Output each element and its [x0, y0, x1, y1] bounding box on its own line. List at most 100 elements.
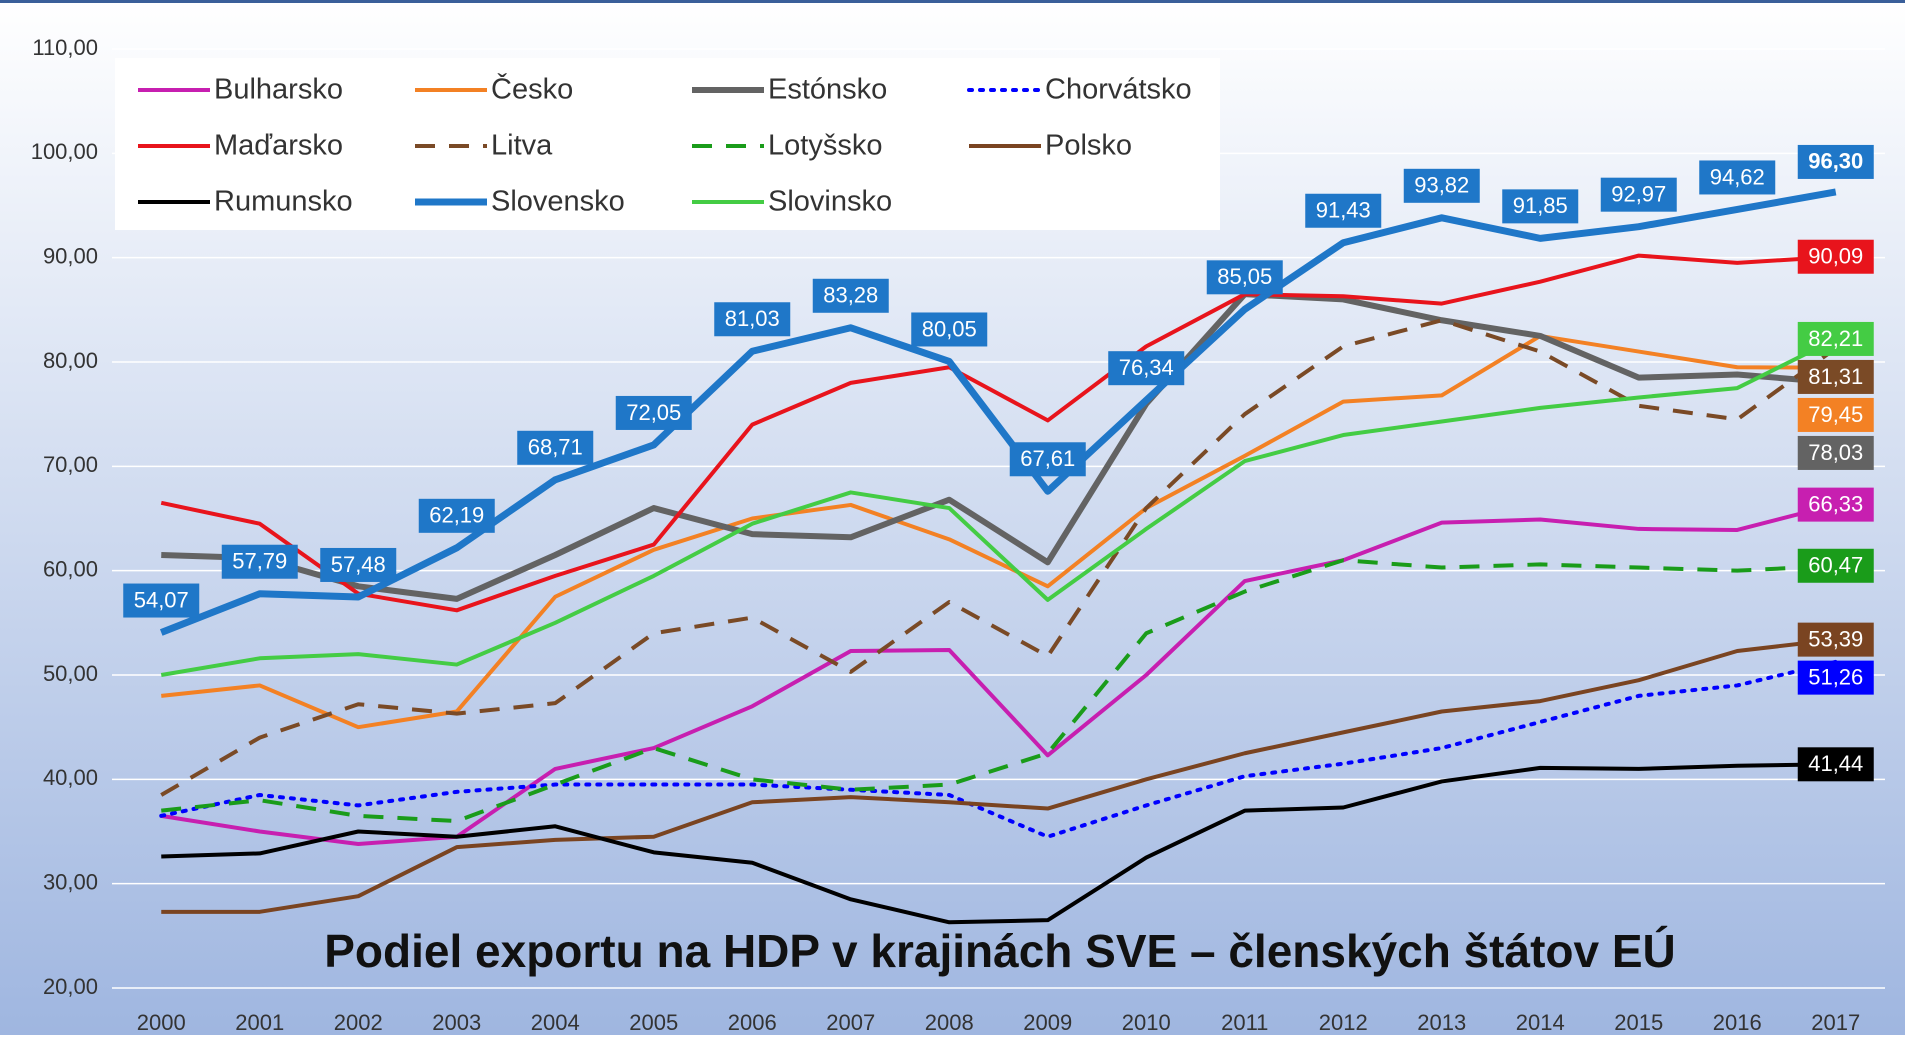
- x-tick-label: 2017: [1811, 1010, 1860, 1035]
- legend-label: Slovinsko: [768, 186, 892, 218]
- y-tick-label: 40,00: [43, 765, 98, 790]
- value-label-box: [1797, 239, 1874, 274]
- series-line: [160, 253, 1836, 613]
- x-tick-label: 2002: [334, 1010, 383, 1035]
- y-tick-label: 30,00: [43, 869, 98, 894]
- x-tick-label: 2007: [826, 1010, 875, 1035]
- x-tick-label: 2009: [1023, 1010, 1072, 1035]
- y-tick-label: 20,00: [43, 974, 98, 999]
- value-label: 79,45: [1808, 402, 1863, 427]
- value-label-box: [1797, 548, 1874, 583]
- x-tick-label: 2008: [925, 1010, 974, 1035]
- value-label-box: [1797, 397, 1874, 432]
- value-label-box: [1797, 747, 1874, 782]
- value-label-box: [320, 547, 397, 582]
- labels: 54,07 57,79 57,48 62,19 68,71 72,05 81,03 83,28…: [123, 144, 1874, 782]
- x-tick-label: 2005: [629, 1010, 678, 1035]
- value-label-box: [1797, 660, 1874, 695]
- value-label: 85,05: [1217, 264, 1272, 289]
- value-label-box: [517, 430, 594, 465]
- value-label: 41,44: [1808, 751, 1863, 776]
- value-label: 53,39: [1808, 626, 1863, 651]
- series-line: [161, 291, 1836, 602]
- value-label: 76,34: [1119, 355, 1174, 380]
- value-label: 91,43: [1316, 198, 1371, 223]
- value-label-box: [1797, 321, 1874, 356]
- value-label-box: [1009, 442, 1086, 477]
- y-tick-label: 60,00: [43, 556, 98, 581]
- value-label: 82,21: [1808, 326, 1863, 351]
- lines: [159, 188, 1838, 925]
- legend-label: Rumunsko: [214, 186, 353, 218]
- legend-label: Polsko: [1045, 130, 1132, 162]
- value-label: 90,09: [1808, 244, 1863, 269]
- y-tick-label: 100,00: [31, 139, 98, 164]
- value-label: 57,48: [331, 552, 386, 577]
- chart-title: Podiel exportu na HDP v krajinách SVE – …: [324, 925, 1676, 977]
- series-line: [159, 188, 1837, 636]
- value-label: 81,31: [1808, 364, 1863, 389]
- value-label-box: [1502, 189, 1579, 224]
- x-tick-label: 2010: [1122, 1010, 1171, 1035]
- value-label-box: [418, 498, 495, 533]
- value-label-box: [1797, 487, 1874, 522]
- value-label-box: [1600, 177, 1677, 212]
- y-tick-label: 80,00: [43, 348, 98, 373]
- series-line: [161, 558, 1836, 824]
- value-label: 57,79: [232, 549, 287, 574]
- value-label: 94,62: [1710, 164, 1765, 189]
- value-label-box: [1797, 144, 1874, 179]
- series-line: [161, 333, 1836, 730]
- value-label-box: [123, 583, 200, 618]
- legend-label: Lotyšsko: [768, 130, 882, 162]
- series-line: [159, 659, 1838, 839]
- value-label-box: [714, 302, 791, 337]
- value-label: 80,05: [922, 316, 977, 341]
- value-label: 83,28: [823, 283, 878, 308]
- value-label-box: [221, 544, 298, 579]
- y-tick-label: 90,00: [43, 243, 98, 268]
- legend-label: Chorvátsko: [1045, 74, 1192, 106]
- value-label: 81,03: [725, 306, 780, 331]
- top-border: [0, 0, 1905, 3]
- y-tick-label: 110,00: [32, 35, 98, 60]
- series-line: [160, 502, 1837, 847]
- value-label-box: [1797, 435, 1874, 470]
- legend-label: Estónsko: [768, 74, 887, 106]
- x-tick-label: 2016: [1713, 1010, 1762, 1035]
- value-label: 67,61: [1020, 446, 1075, 471]
- x-tick-label: 2000: [137, 1010, 186, 1035]
- value-label-box: [1305, 193, 1382, 228]
- x-tick-label: 2015: [1614, 1010, 1663, 1035]
- x-tick-label: 2004: [531, 1010, 580, 1035]
- legend-label: Slovensko: [491, 186, 625, 218]
- series-line: [160, 318, 1837, 797]
- value-label-box: [615, 395, 692, 430]
- value-label: 91,85: [1513, 193, 1568, 218]
- value-label-box: [911, 312, 988, 347]
- value-label: 62,19: [429, 503, 484, 528]
- series-line: [160, 337, 1837, 677]
- value-label-box: [812, 278, 889, 313]
- x-tick-label: 2013: [1417, 1010, 1466, 1035]
- value-label: 93,82: [1414, 173, 1469, 198]
- legend: Bulharsko Česko Estónsko Chorvátsko Maďarsko…: [138, 72, 1192, 218]
- value-label-box: [1797, 359, 1874, 394]
- value-label-box: [1699, 160, 1776, 195]
- value-label-box: [1403, 168, 1480, 203]
- y-tick-label: 50,00: [43, 661, 98, 686]
- value-label: 78,03: [1808, 440, 1863, 465]
- legend-label: Litva: [491, 130, 553, 162]
- legend-label: Bulharsko: [214, 74, 343, 106]
- x-tick-label: 2014: [1516, 1010, 1565, 1035]
- grid: 20,00 30,00 40,00 50,00 60,00 70,00 80,00 90,00…: [31, 35, 1885, 1035]
- x-tick-label: 2001: [235, 1010, 284, 1035]
- x-tick-label: 2003: [432, 1010, 481, 1035]
- series-line: [161, 762, 1836, 925]
- value-label: 96,30: [1808, 149, 1863, 174]
- legend-label: Maďarsko: [214, 130, 343, 162]
- value-label-box: [1206, 260, 1283, 295]
- value-label: 72,05: [626, 400, 681, 425]
- value-label: 92,97: [1611, 181, 1666, 206]
